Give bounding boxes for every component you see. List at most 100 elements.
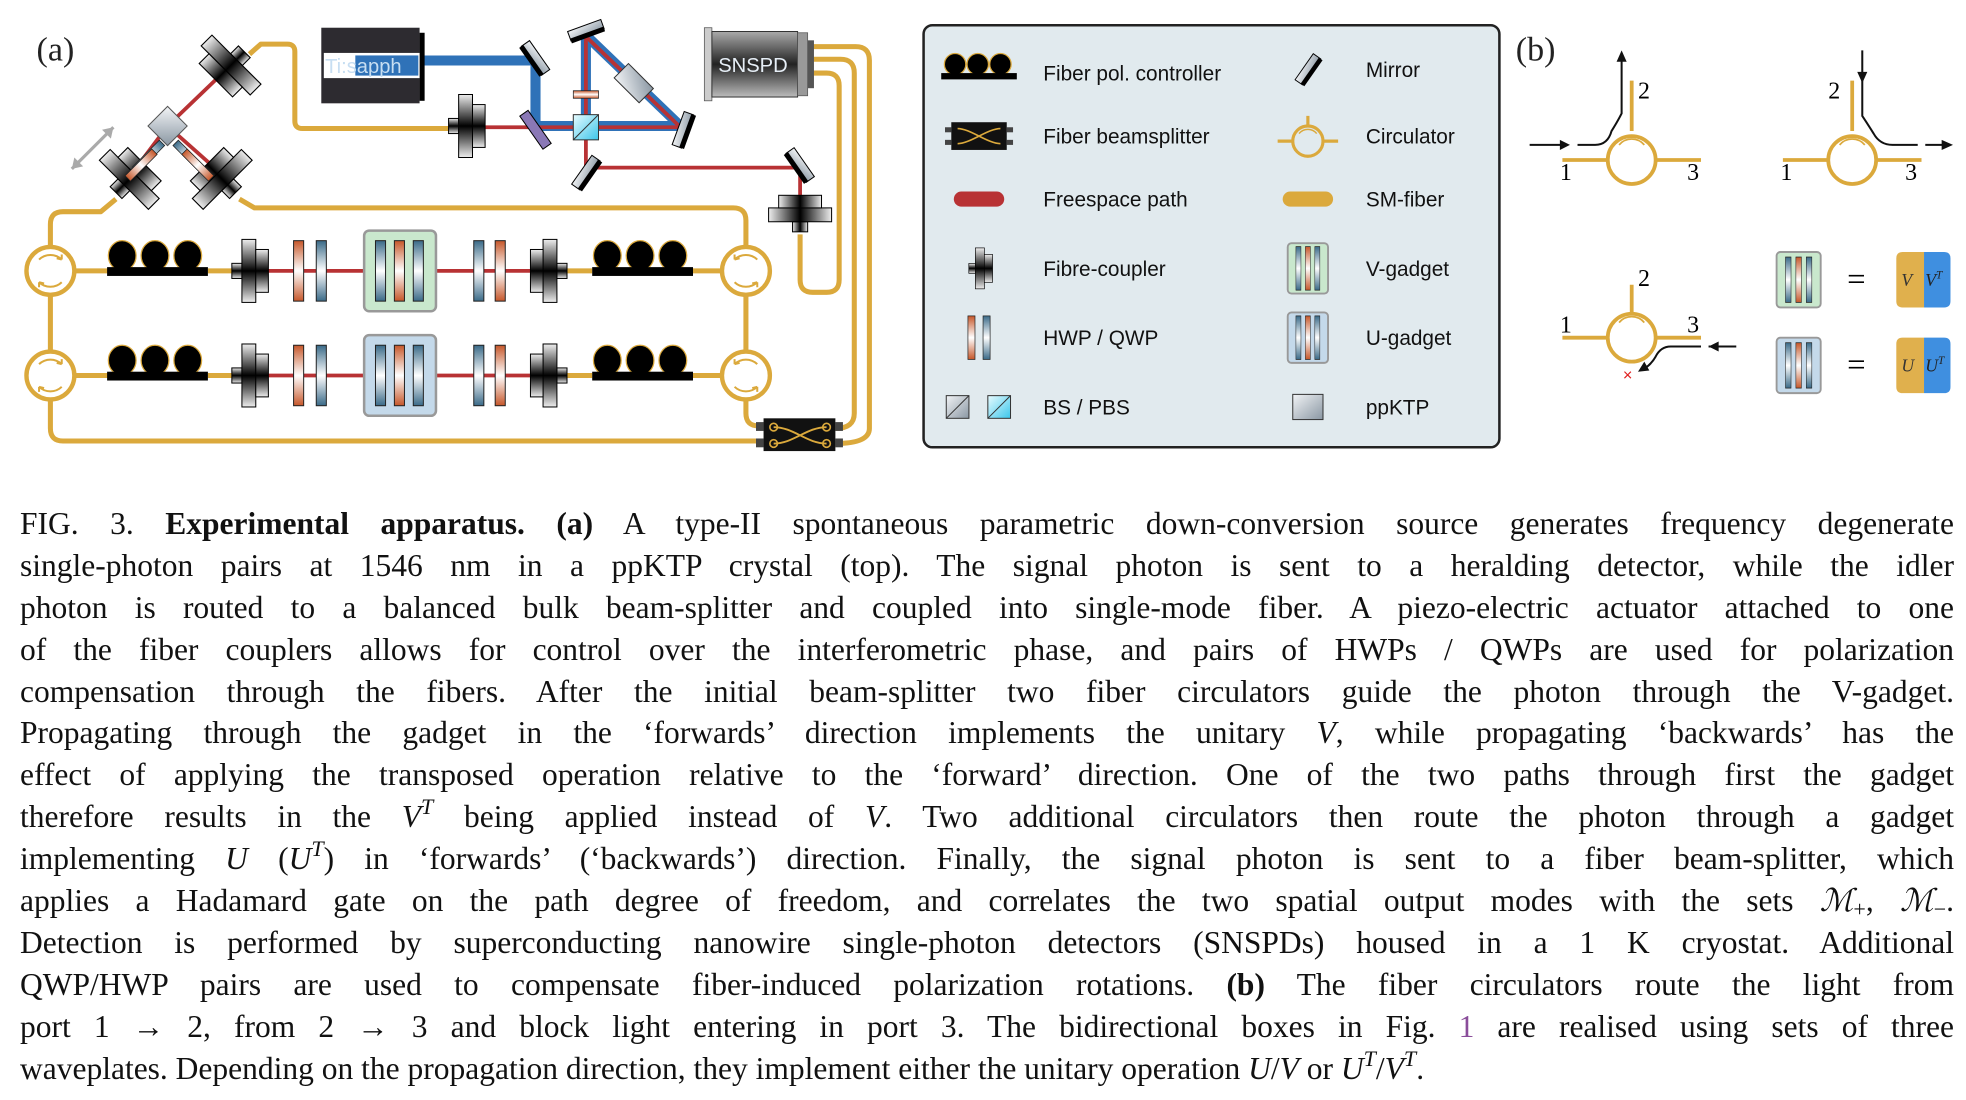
legend-label: Circulator [1366, 126, 1455, 149]
caption-text: T [1403, 1045, 1417, 1071]
fibre-coupler-icon [768, 194, 833, 233]
caption-text: A type-II spontaneous parametric down-co… [593, 506, 1954, 541]
caption-text: ) in ‘forwards’ (‘backwards’) direction.… [323, 841, 1954, 877]
caption-line: single-photon pairs at 1546 nm in a ppKT… [20, 545, 1954, 587]
caption-text: (b) [1226, 966, 1265, 1002]
legend-label: SM-fiber [1366, 189, 1445, 212]
fibre-coupler-icon [529, 343, 568, 408]
fiber-pol-controller-icon [106, 240, 209, 277]
caption-text: − [1933, 896, 1947, 922]
crystal-icon [1292, 393, 1324, 421]
panel-a-label: (a) [37, 31, 75, 68]
caption-line: effect of applying the transposed operat… [20, 754, 1954, 796]
legend-label: Fiber beamsplitter [1043, 126, 1209, 149]
caption-text: U [1248, 1050, 1271, 1086]
v-gadget-icon [1785, 256, 1813, 303]
laser-ti-sapph: Ti:sapph [321, 27, 425, 104]
backward-operator: VT [1925, 269, 1943, 290]
legend-label: BS / PBS [1043, 397, 1130, 420]
circulator-blocked-port-3: × 1 2 3 [1560, 266, 1737, 385]
caption-text: ℳ [1900, 883, 1934, 919]
caption-text: implementing [20, 841, 226, 877]
caption-text: FIG. 3. [20, 506, 166, 541]
caption-text: therefore results in the [20, 799, 402, 835]
caption-line: Propagating through the gadget in the ‘f… [20, 712, 1954, 754]
caption-text: single-photon pairs at 1546 nm in a ppKT… [20, 547, 1954, 583]
legend-label: Fibre-coupler [1043, 258, 1166, 281]
hwp-icon [293, 344, 305, 407]
port-label: 2 [1828, 78, 1840, 104]
equals-sign: = [1847, 347, 1865, 383]
caption-text: U [288, 841, 312, 877]
ppktp-crystal-icon [613, 62, 655, 104]
caption-text: port 1 → 2, from 2 → 3 and block light e… [20, 1008, 1459, 1044]
legend-label: Freespace path [1043, 189, 1187, 212]
legend-label: Fiber pol. controller [1043, 63, 1221, 86]
caption-text: effect of applying the transposed operat… [20, 757, 1954, 793]
detector-label: SNSPD [718, 55, 787, 77]
caption-text: Detection is performed by superconductin… [20, 924, 1954, 960]
figure-caption: FIG. 3. Experimental apparatus. (a) A ty… [20, 503, 1954, 1089]
v-gadget-icon [1286, 242, 1329, 295]
caption-text: . [1946, 883, 1955, 919]
caption-line: therefore results in the VT being applie… [20, 795, 1955, 838]
port-label: 1 [1780, 160, 1792, 186]
caption-text: . Two additional circulators then route … [884, 799, 1955, 835]
caption-text: Propagating through the gadget in the ‘f… [20, 715, 1317, 751]
caption-text: V [1384, 1050, 1404, 1086]
beamsplitter-icon [945, 395, 1012, 419]
port-label: 3 [1687, 313, 1699, 339]
caption-text: , while propagating ‘backwards’ has the [1335, 715, 1955, 751]
freespace-path-icon [953, 191, 1005, 207]
port-label: 1 [1560, 313, 1572, 339]
u-gadget-icon [1785, 342, 1813, 389]
qwp-icon [473, 344, 485, 407]
waveplate-pair-right [172, 139, 215, 182]
caption-text: V [865, 799, 885, 835]
caption-text: QWP/HWP pairs are used to compensate fib… [20, 966, 1227, 1002]
dichroic-mirror-icon [519, 109, 552, 150]
blocked-mark-icon: × [1623, 367, 1633, 385]
caption-line: compensation through the fibers. After t… [20, 671, 1954, 713]
legend-label: ppKTP [1366, 397, 1430, 420]
equals-sign: = [1847, 262, 1865, 298]
v-gadget-icon [374, 240, 424, 302]
circulator-forward-1-to-2: 1 2 3 [1529, 50, 1701, 186]
circulator-icon [722, 352, 770, 400]
legend-label: Mirror [1366, 59, 1420, 82]
figure-reference-link[interactable]: 1 [1458, 1008, 1475, 1044]
caption-text: V [1316, 715, 1336, 751]
fibre-coupler-icon [231, 343, 269, 408]
port-label: 2 [1638, 78, 1650, 104]
apparatus-figure: (a) Ti:sapph [0, 18, 1953, 452]
caption-text: The fiber circulators route the light fr… [1264, 966, 1954, 1002]
caption-text: photon is routed to a balanced bulk beam… [20, 589, 1954, 625]
caption-text: T [1363, 1045, 1376, 1071]
laser-label: Ti:sapph [325, 56, 402, 78]
legend: Fiber pol. controller Mirror Fiber beams… [922, 23, 1501, 449]
caption-text: . [1416, 1050, 1425, 1086]
circulator-forward-2-to-3: 1 2 3 [1780, 50, 1953, 186]
qwp-icon [315, 240, 327, 302]
caption-text: V [1279, 1050, 1299, 1086]
pump-hwp-icon [572, 90, 599, 99]
v-gadget-equation: = V VT [1775, 251, 1951, 309]
port-label: 2 [1638, 266, 1650, 292]
fiber-pol-controller-icon [591, 344, 694, 382]
circulator-icon [1277, 115, 1339, 158]
caption-text: V [401, 799, 421, 835]
caption-text: U [1340, 1050, 1364, 1086]
fibre-coupler-icon [529, 238, 568, 303]
caption-text: / [1270, 1050, 1280, 1086]
u-gadget-icon [1286, 311, 1329, 364]
caption-text: Experimental apparatus. [165, 506, 525, 541]
caption-line: applies a Hadamard gate on the path degr… [20, 880, 1954, 922]
caption-line: FIG. 3. Experimental apparatus. (a) A ty… [20, 503, 1954, 545]
panel-b-label: (b) [1516, 31, 1556, 68]
bs-icon [147, 105, 188, 147]
fiber-beamsplitter-icon [945, 122, 1014, 150]
fiber-pol-controller-icon [591, 240, 694, 277]
legend-label: HWP / QWP [1043, 327, 1158, 350]
caption-line: Detection is performed by superconductin… [20, 922, 1954, 964]
fiber-pol-controller-icon [106, 344, 209, 382]
